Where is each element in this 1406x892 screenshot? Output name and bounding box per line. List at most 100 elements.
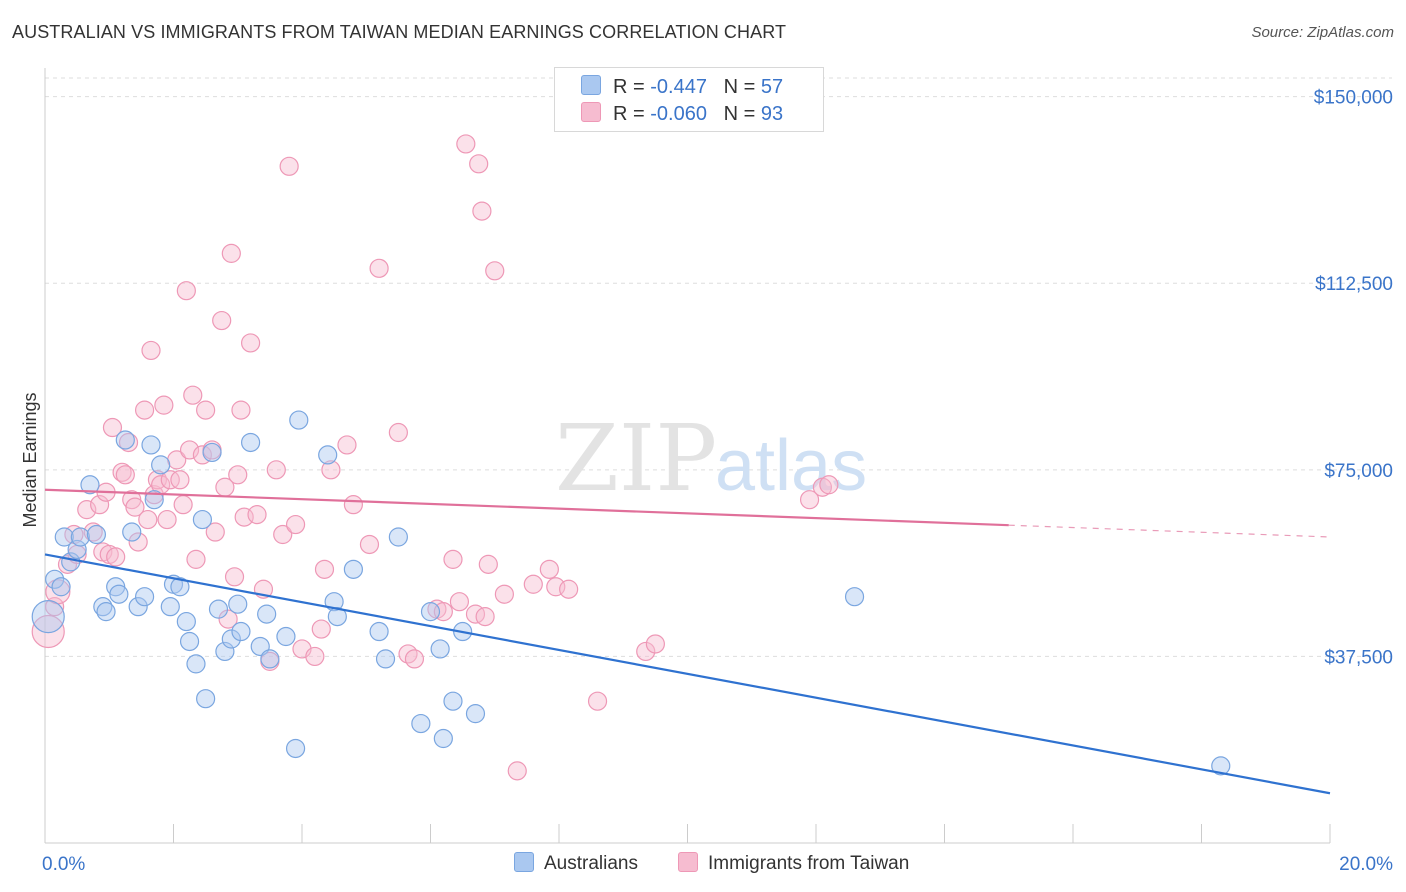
- data-point: [170, 470, 190, 490]
- x-tick-label-end: 20.0%: [1339, 854, 1393, 875]
- data-point: [819, 475, 839, 495]
- data-point: [645, 634, 665, 654]
- data-point: [359, 534, 380, 555]
- data-point: [231, 400, 251, 420]
- y-tick-label: $75,000: [1324, 461, 1393, 482]
- data-point: [404, 649, 425, 669]
- data-point: [228, 594, 248, 614]
- data-point: [321, 460, 341, 480]
- data-point: [154, 395, 174, 415]
- data-point: [587, 691, 608, 711]
- data-point: [109, 584, 129, 604]
- data-point: [138, 509, 158, 530]
- data-point: [799, 490, 820, 510]
- data-point: [433, 728, 453, 749]
- data-point: [51, 577, 71, 597]
- data-point: [279, 156, 299, 176]
- y-axis-label: Median Earnings: [20, 392, 40, 527]
- data-point: [469, 154, 489, 174]
- data-point: [160, 470, 180, 490]
- watermark-zip: ZIP: [555, 405, 717, 512]
- data-point: [311, 619, 331, 639]
- data-point: [285, 738, 306, 759]
- gridlines: [45, 77, 1392, 657]
- data-point: [128, 597, 148, 617]
- legend-r-label: R =: [613, 103, 645, 125]
- stats-legend: R = -0.447 N = 57 R = -0.060 N = 93: [554, 67, 824, 132]
- data-point: [257, 604, 277, 624]
- source-label: Source: ZipAtlas.com: [1251, 24, 1394, 41]
- data-point: [285, 514, 306, 535]
- data-point: [343, 495, 363, 515]
- data-point: [443, 691, 463, 711]
- data-point: [241, 333, 261, 353]
- data-point: [45, 597, 65, 617]
- legend-n-value: 57: [760, 76, 784, 98]
- data-point: [221, 629, 241, 649]
- data-point: [314, 559, 335, 579]
- data-point: [475, 607, 495, 627]
- data-point: [388, 422, 408, 443]
- data-point: [125, 497, 145, 517]
- legend-row-australians: R = -0.447 N = 57: [581, 75, 783, 99]
- data-point: [83, 522, 103, 542]
- data-point: [375, 649, 396, 669]
- data-point: [77, 500, 97, 520]
- data-point: [151, 455, 171, 475]
- data-point: [115, 465, 135, 485]
- data-point: [539, 559, 559, 579]
- data-point: [208, 599, 229, 619]
- data-point: [115, 430, 135, 450]
- data-point: [183, 385, 203, 405]
- data-point: [289, 410, 309, 430]
- data-point: [215, 641, 235, 662]
- trend-line-blue: [44, 553, 1331, 795]
- data-point: [106, 547, 126, 567]
- data-point: [523, 574, 543, 594]
- data-point: [327, 607, 347, 627]
- data-point: [186, 549, 206, 569]
- data-point: [218, 609, 238, 629]
- data-point: [128, 532, 148, 552]
- data-point: [90, 495, 110, 515]
- data-point: [559, 579, 579, 599]
- data-point: [70, 527, 90, 547]
- data-point: [196, 400, 216, 420]
- data-point: [1211, 756, 1231, 776]
- data-point: [231, 621, 251, 642]
- data-point: [141, 435, 161, 455]
- data-point: [221, 243, 241, 263]
- data-point: [456, 134, 476, 154]
- data-point: [305, 646, 325, 667]
- data-point: [176, 281, 196, 301]
- chart-title: AUSTRALIAN VS IMMIGRANTS FROM TAIWAN MED…: [12, 22, 787, 42]
- data-point: [192, 509, 213, 530]
- data-point: [369, 621, 389, 642]
- data-point: [260, 649, 280, 669]
- trend-line-pink: [44, 488, 1009, 527]
- data-point: [102, 417, 123, 438]
- data-point: [112, 462, 132, 482]
- legend-r-label: R =: [613, 76, 645, 98]
- data-point: [411, 713, 431, 734]
- y-tick-label: $150,000: [1314, 88, 1393, 109]
- data-point: [241, 432, 261, 453]
- data-point: [173, 495, 193, 515]
- legend-r-value: -0.060: [650, 103, 707, 125]
- data-point: [96, 602, 116, 622]
- tick-labels: $37,500 $75,000 $112,500 $150,000 0.0% 20.0%: [42, 88, 1393, 875]
- data-point: [170, 577, 190, 597]
- data-point: [67, 539, 87, 560]
- data-point: [318, 445, 338, 465]
- data-point: [196, 689, 216, 709]
- data-point: [186, 654, 206, 674]
- data-point: [398, 644, 418, 664]
- watermark-atlas: atlas: [715, 426, 867, 506]
- data-point: [465, 704, 486, 724]
- data-point: [141, 340, 161, 361]
- bottom-legend-label: Australians: [544, 853, 638, 874]
- data-point: [118, 432, 139, 453]
- series-immigrants-from-taiwan: [31, 134, 839, 781]
- data-point: [54, 527, 74, 547]
- data-point: [205, 522, 225, 542]
